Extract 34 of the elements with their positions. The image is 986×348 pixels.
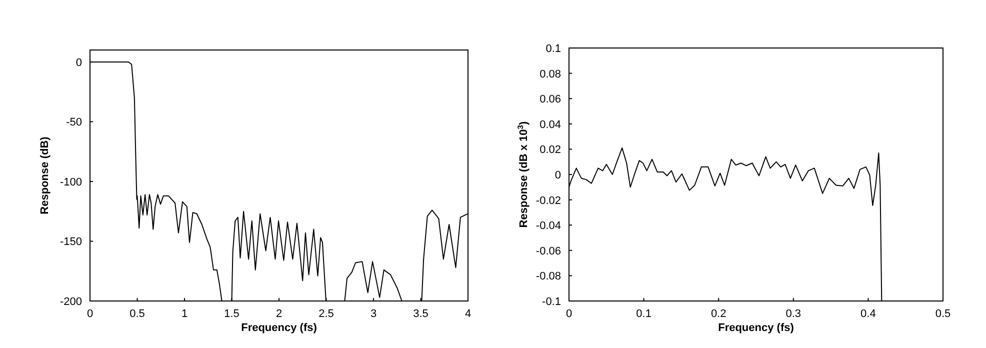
y-tick-label: -0.08 bbox=[536, 270, 561, 283]
x-axis-title: Frequency (fs) bbox=[241, 322, 318, 334]
x-tick-label: 1.5 bbox=[224, 308, 240, 320]
x-tick-label: 0.5 bbox=[130, 308, 145, 320]
x-tick-label: 0.2 bbox=[710, 308, 726, 320]
y-tick-label: 0.06 bbox=[540, 94, 561, 106]
x-tick-label: 0.3 bbox=[786, 308, 802, 320]
x-tick-label: 0.5 bbox=[935, 308, 951, 320]
y-tick-label: 0 bbox=[554, 170, 561, 182]
x-tick-label: 3 bbox=[370, 308, 377, 320]
x-axis-title: Frequency (fs) bbox=[718, 322, 794, 334]
y-axis-title: Response (dB) bbox=[39, 136, 51, 214]
y-tick-label: -0.06 bbox=[536, 245, 561, 258]
y-tick-label: -50 bbox=[66, 116, 82, 129]
y-tick-label: 0.04 bbox=[540, 118, 561, 131]
y-tick-label: 0.1 bbox=[546, 43, 561, 55]
y-tick-label: -0.1 bbox=[542, 296, 561, 308]
y-tick-label: -100 bbox=[60, 176, 82, 188]
y-tick-label: 0.02 bbox=[540, 144, 561, 156]
x-tick-label: 0 bbox=[566, 308, 572, 320]
x-tick-label: 2 bbox=[276, 308, 282, 320]
y-tick-label: 0.08 bbox=[540, 68, 561, 80]
x-tick-label: 0.4 bbox=[860, 308, 876, 320]
x-tick-label: 3.5 bbox=[413, 308, 428, 320]
x-tick-label: 4 bbox=[464, 308, 472, 320]
x-tick-label: 0.1 bbox=[636, 308, 652, 320]
y-tick-label: -150 bbox=[60, 236, 82, 248]
x-tick-label: 1 bbox=[181, 308, 188, 320]
x-tick-label: 0 bbox=[86, 308, 94, 320]
y-tick-label: -200 bbox=[60, 296, 82, 308]
y-tick-label: 0 bbox=[76, 56, 82, 69]
x-tick-label: 2.5 bbox=[318, 308, 334, 320]
y-tick-label: -0.02 bbox=[536, 194, 561, 207]
y-tick-label: -0.04 bbox=[536, 220, 561, 232]
